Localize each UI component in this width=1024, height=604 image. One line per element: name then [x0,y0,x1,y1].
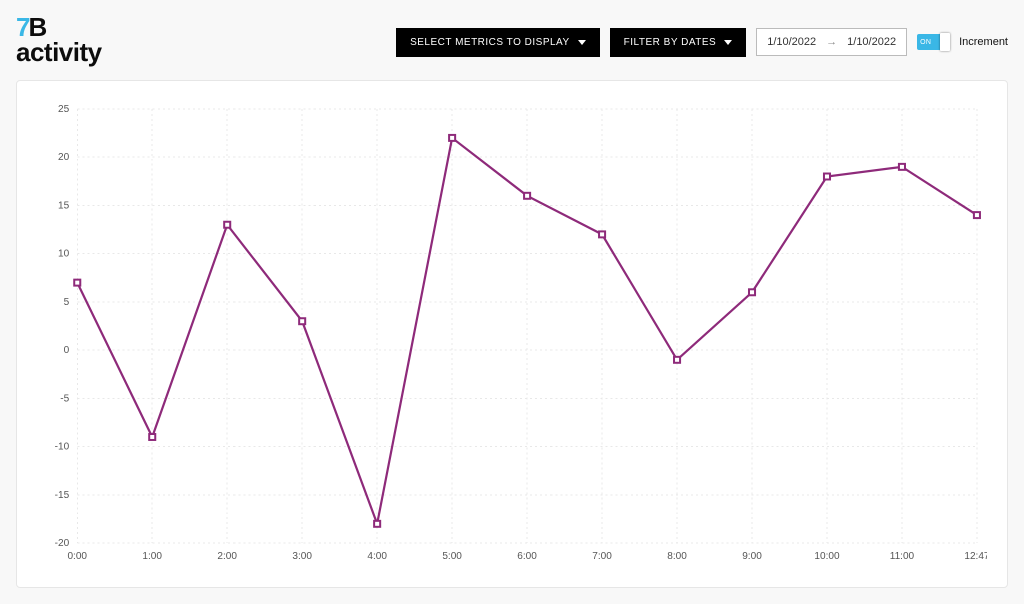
svg-text:0: 0 [64,346,70,357]
filter-dates-button[interactable]: FILTER BY DATES [610,28,747,57]
svg-text:9:00: 9:00 [742,551,762,562]
svg-text:5:00: 5:00 [442,551,462,562]
toggle-state-label: ON [920,39,931,46]
chevron-down-icon [724,40,732,45]
chevron-down-icon [578,40,586,45]
controls-bar: SELECT METRICS TO DISPLAY FILTER BY DATE… [396,28,1008,57]
svg-text:1:00: 1:00 [142,551,162,562]
filter-dates-label: FILTER BY DATES [624,37,717,48]
logo: 7B [16,16,45,39]
page-title: activity [16,37,102,68]
svg-text:0:00: 0:00 [67,551,87,562]
svg-text:-15: -15 [55,490,70,501]
svg-text:20: 20 [58,153,70,164]
svg-text:4:00: 4:00 [367,551,387,562]
svg-text:25: 25 [58,104,70,115]
toggle-knob [940,33,950,51]
svg-text:10: 10 [58,249,70,260]
svg-text:7:00: 7:00 [592,551,612,562]
select-metrics-label: SELECT METRICS TO DISPLAY [410,37,570,48]
svg-text:-20: -20 [55,539,70,550]
svg-text:2:00: 2:00 [217,551,237,562]
svg-text:6:00: 6:00 [517,551,537,562]
svg-text:12:47: 12:47 [964,551,987,562]
svg-text:8:00: 8:00 [667,551,687,562]
svg-text:11:00: 11:00 [890,551,915,562]
svg-text:15: 15 [58,201,70,212]
activity-chart: -20 -15 -10 -5 0 5 10 15 20 25 0:00 1:00 2:00 3:00 4:0… [37,101,987,571]
svg-text:5: 5 [64,297,70,308]
svg-text:10:00: 10:00 [814,551,840,562]
arrow-right-icon: → [826,36,837,48]
brand-block: 7B activity [16,16,102,68]
increment-toggle[interactable]: ON [917,34,949,50]
increment-label: Increment [959,36,1008,48]
select-metrics-button[interactable]: SELECT METRICS TO DISPLAY [396,28,600,57]
date-to: 1/10/2022 [847,36,896,48]
date-range-picker[interactable]: 1/10/2022 → 1/10/2022 [756,28,907,56]
date-from: 1/10/2022 [767,36,816,48]
svg-text:-5: -5 [60,394,69,405]
svg-text:3:00: 3:00 [292,551,312,562]
chart-card: -20 -15 -10 -5 0 5 10 15 20 25 0:00 1:00 2:00 3:00 4:0… [16,80,1008,588]
svg-text:-10: -10 [55,442,70,453]
